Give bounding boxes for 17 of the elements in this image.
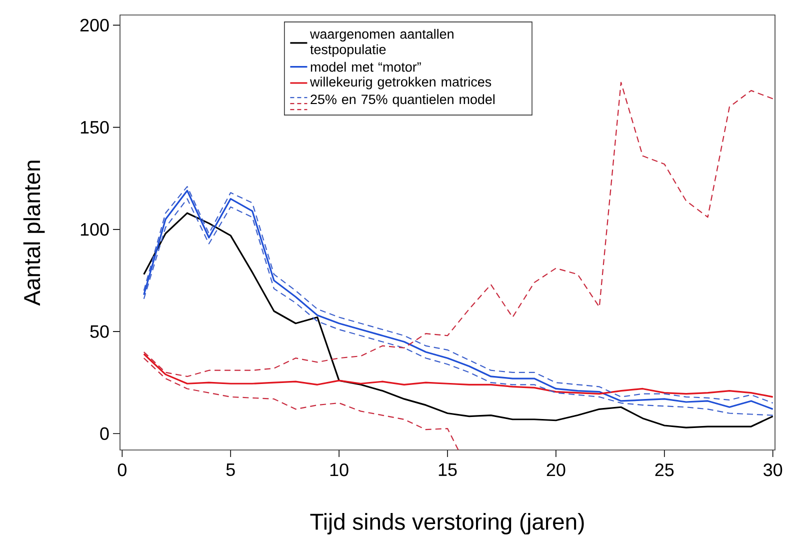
y-axis-title: Aantal planten	[23, 160, 45, 306]
x-tick-label: 20	[546, 464, 566, 476]
x-axis-title: Tijd sinds verstoring (jaren)	[310, 513, 584, 534]
legend-label: 25% en 75% quantielen model	[310, 94, 495, 107]
y-tick-label: 200	[80, 18, 109, 32]
x-tick-label: 10	[330, 464, 348, 476]
x-tick-label: 0	[118, 464, 126, 476]
x-tick-label: 30	[764, 464, 782, 476]
x-tick-label: 15	[438, 464, 457, 476]
legend-label: model met “motor”	[310, 62, 421, 72]
y-tick-label: 50	[90, 325, 109, 338]
x-tick-label: 5	[226, 464, 235, 476]
y-tick-label: 150	[80, 120, 109, 134]
legend-label: willekeurig getrokken matrices	[310, 76, 492, 90]
y-tick-label: 0	[100, 427, 109, 440]
x-tick-label: 25	[655, 464, 674, 476]
y-tick-label: 100	[80, 223, 109, 236]
